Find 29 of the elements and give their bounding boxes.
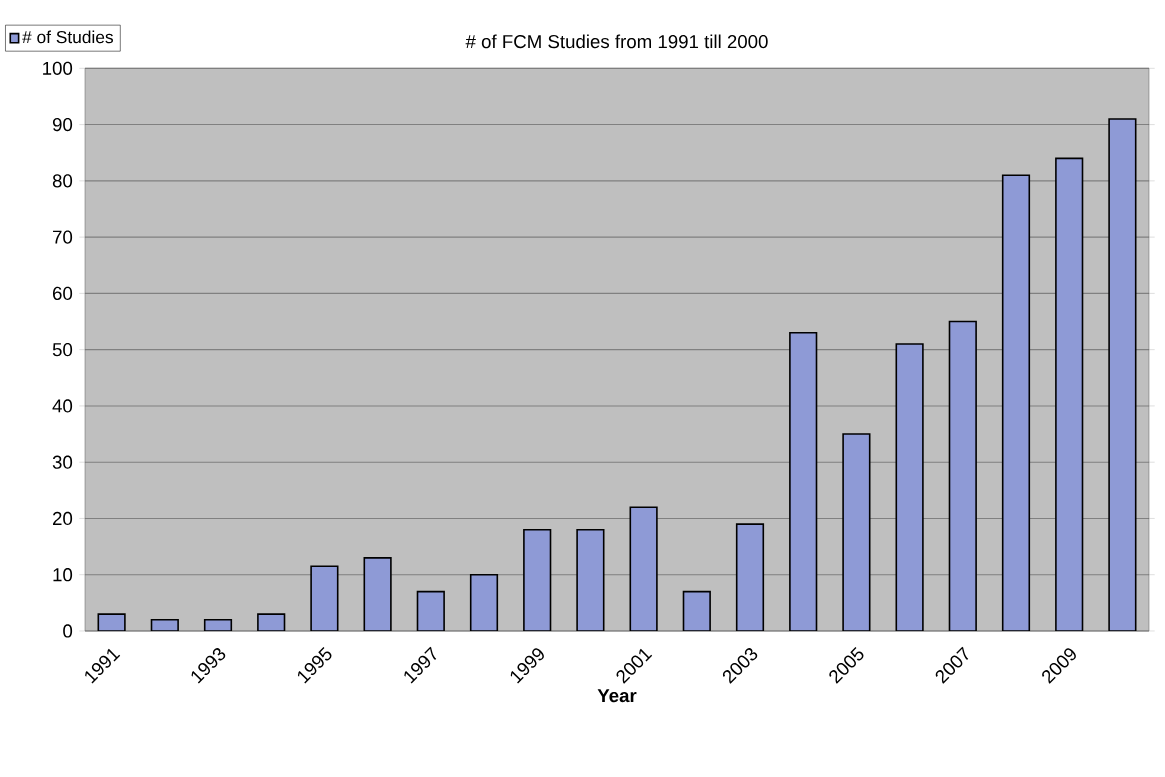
bar [789, 331, 818, 631]
chart-title: # of FCM Studies from 1991 till 2000 [465, 34, 768, 49]
y-tick-label: 20 [53, 511, 73, 526]
bar [682, 590, 711, 631]
bar [842, 433, 871, 631]
y-tick-label: 30 [52, 455, 73, 469]
y-tick-label: 10 [53, 568, 73, 582]
y-tick-label: 70 [53, 230, 73, 244]
bar [310, 565, 339, 631]
bar [1001, 174, 1031, 631]
y-tick-label: 60 [53, 286, 73, 300]
bar [416, 590, 445, 631]
y-tick-label: 90 [52, 117, 73, 132]
x-axis-title: Year [597, 689, 637, 703]
bar [629, 506, 658, 631]
y-tick-label: 50 [52, 343, 73, 357]
bar [523, 528, 552, 631]
y-tick-label: 100 [43, 61, 73, 75]
bar [948, 320, 977, 631]
bar [1108, 118, 1137, 631]
legend-label: # of Studies [22, 30, 113, 44]
y-tick-label: 40 [52, 399, 73, 413]
bar [895, 343, 924, 631]
bar [363, 557, 392, 631]
y-tick-label: 0 [63, 624, 73, 638]
y-tick-label: 80 [52, 174, 73, 188]
bar [1055, 157, 1084, 631]
bar [576, 528, 605, 631]
bar [469, 573, 499, 631]
